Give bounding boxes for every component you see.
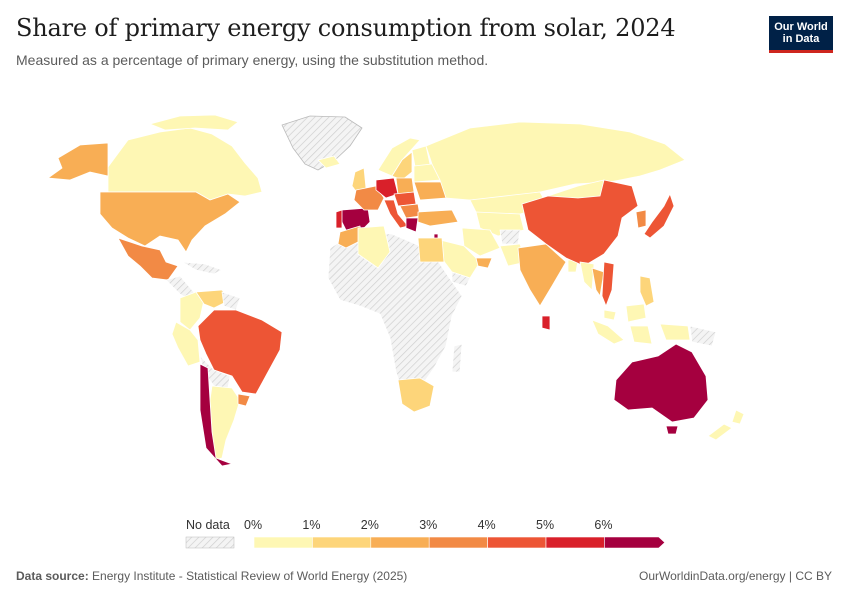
region-turkey[interactable] — [417, 209, 459, 227]
region-caribbean[interactable] — [181, 261, 223, 275]
legend-tick-label: 0% — [244, 518, 263, 532]
region-india[interactable] — [517, 243, 567, 307]
legend-tick-label: 2% — [360, 518, 379, 532]
footer-source: Data source: Energy Institute - Statisti… — [16, 569, 407, 583]
region-yemen[interactable] — [451, 271, 471, 287]
region-russia[interactable] — [425, 121, 686, 201]
region-algeria[interactable] — [357, 225, 391, 269]
footer-link[interactable]: OurWorldinData.org/energy | CC BY — [639, 569, 832, 583]
region-peru[interactable] — [171, 321, 201, 367]
region-australia[interactable] — [613, 343, 709, 423]
region-iceland[interactable] — [317, 155, 341, 169]
region-malaysia[interactable] — [603, 303, 647, 323]
region-germany[interactable] — [375, 177, 399, 199]
chart-title: Share of primary energy consumption from… — [16, 14, 676, 42]
region-south-africa[interactable] — [397, 377, 435, 413]
region-indonesia[interactable] — [591, 319, 691, 345]
region-brazil[interactable] — [197, 309, 283, 395]
legend-bin-4-5-[interactable] — [487, 536, 547, 549]
legend-tick-label: 5% — [536, 518, 555, 532]
legend-bin-3-4-[interactable] — [428, 536, 488, 549]
region-korea[interactable] — [635, 209, 647, 229]
legend-bin-5-6-[interactable] — [545, 536, 605, 549]
region-new-zealand[interactable] — [707, 409, 745, 441]
region-sri-lanka[interactable] — [541, 315, 551, 331]
legend-bin-2-3-[interactable] — [370, 536, 430, 549]
region-thailand[interactable] — [591, 267, 605, 297]
legend-bin-0-1-[interactable] — [253, 536, 313, 549]
region-egypt[interactable] — [417, 237, 445, 263]
legend-tick-label: 6% — [594, 518, 613, 532]
region-chile[interactable] — [199, 363, 233, 467]
logo-line-2: in Data — [782, 33, 820, 45]
region-uruguay[interactable] — [237, 393, 251, 407]
legend-tick-label: 3% — [419, 518, 438, 532]
region-usa[interactable] — [99, 191, 241, 253]
source-text[interactable]: Energy Institute - Statistical Review of… — [92, 569, 408, 583]
legend-tick-label: 4% — [477, 518, 496, 532]
region-greece[interactable] — [405, 217, 419, 233]
region-morocco[interactable] — [337, 225, 363, 249]
owid-logo[interactable]: Our World in Data — [769, 16, 833, 53]
region-canada-islands[interactable] — [149, 114, 239, 131]
region-tasmania[interactable] — [665, 425, 679, 435]
legend-no-data-swatch — [185, 536, 235, 549]
region-alaska[interactable] — [47, 142, 109, 181]
region-myanmar[interactable] — [579, 261, 595, 291]
region-greenland[interactable] — [281, 115, 363, 171]
region-iran[interactable] — [461, 227, 501, 257]
region-madagascar[interactable] — [451, 343, 463, 373]
legend-no-data-label: No data — [186, 518, 230, 532]
chart-subtitle: Measured as a percentage of primary ener… — [16, 52, 489, 68]
legend-tick-label: 1% — [302, 518, 321, 532]
region-png[interactable] — [689, 325, 717, 347]
region-mongolia[interactable] — [547, 179, 605, 199]
region-venezuela[interactable] — [195, 289, 231, 309]
region-mexico[interactable] — [117, 237, 179, 281]
region-uae[interactable] — [475, 257, 493, 269]
region-philippines[interactable] — [639, 275, 655, 307]
region-vietnam[interactable] — [601, 261, 615, 307]
logo-line-1: Our World — [774, 21, 828, 33]
legend-bin-1-2-[interactable] — [312, 536, 372, 549]
source-label: Data source: — [16, 569, 89, 583]
region-japan[interactable] — [643, 193, 675, 239]
legend-bin--6-[interactable] — [604, 536, 666, 549]
region-portugal[interactable] — [335, 209, 343, 229]
